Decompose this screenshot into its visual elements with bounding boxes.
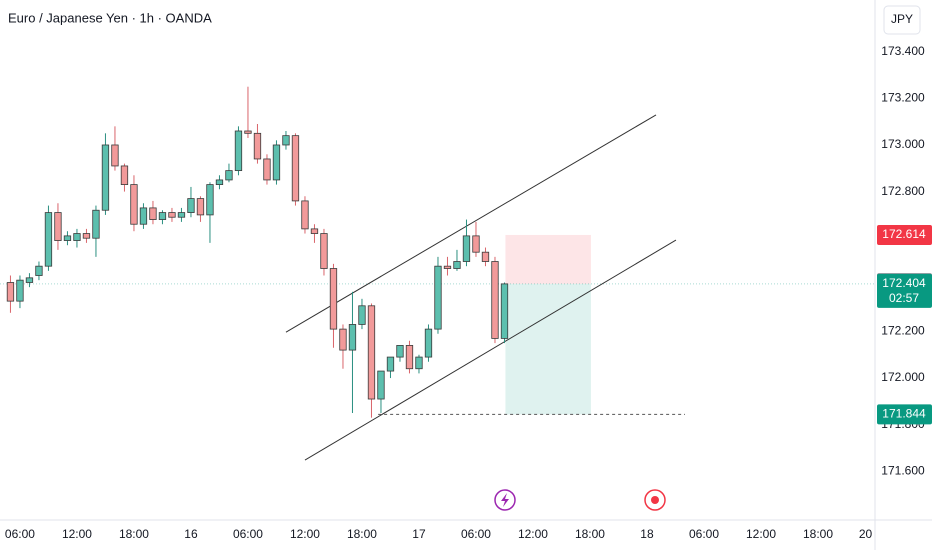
candle-body: [386, 356, 395, 372]
candle-body: [272, 144, 281, 181]
candle-body: [453, 261, 461, 269]
x-tick-label: 06:00: [689, 527, 719, 541]
x-tick-label: 12:00: [518, 527, 548, 541]
candle-body: [44, 212, 53, 267]
candle-body: [367, 305, 376, 400]
candle-body: [491, 261, 499, 339]
x-tick-label: 12:00: [746, 527, 776, 541]
candle-body: [130, 184, 138, 225]
candle-body: [82, 233, 91, 239]
candle-body: [16, 279, 24, 302]
candle-body: [320, 233, 328, 269]
candle-body: [434, 265, 442, 330]
candle-body: [405, 345, 414, 370]
y-tick-label: 173.400: [881, 44, 925, 58]
candle-body: [92, 209, 100, 239]
candle-body: [120, 165, 129, 185]
x-tick-label: 18:00: [575, 527, 605, 541]
candle-body: [358, 305, 366, 325]
countdown-label: 02:57: [889, 291, 919, 305]
candle-body: [415, 356, 423, 370]
currency-button[interactable]: [883, 5, 921, 35]
candle-body: [282, 135, 290, 146]
candle-body: [396, 345, 404, 358]
candle-body: [225, 170, 233, 181]
candle-body: [168, 212, 176, 218]
y-tick-label: 172.200: [881, 324, 925, 338]
candle-body: [481, 251, 490, 262]
trend-line: [304, 239, 677, 461]
candle-body: [25, 277, 34, 283]
candle-body: [35, 265, 43, 276]
candle-body: [234, 130, 243, 172]
x-tick-label: 06:00: [461, 527, 491, 541]
price-tag-label: 171.844: [882, 407, 926, 421]
y-tick-label: 171.600: [881, 463, 925, 477]
lightning-icon: [501, 493, 509, 507]
candle-body: [253, 132, 262, 160]
candle-body: [111, 144, 119, 167]
candle-body: [472, 235, 480, 253]
candle-body: [139, 207, 148, 225]
candle-body: [206, 184, 214, 216]
y-tick-label: 173.200: [881, 91, 925, 105]
target-zone: [505, 283, 591, 415]
candle-body: [101, 144, 110, 211]
candle-body: [500, 283, 509, 339]
x-tick-label: 16: [184, 527, 198, 541]
candle-body: [244, 130, 252, 134]
x-tick-label: 06:00: [233, 527, 263, 541]
x-tick-label: 18: [640, 527, 654, 541]
candle-body: [73, 233, 81, 241]
x-tick-label: 17: [412, 527, 426, 541]
chart-title: Euro / Japanese Yen · 1h · OANDA: [8, 10, 212, 25]
x-tick-label: 18:00: [803, 527, 833, 541]
x-tick-label: 18:00: [347, 527, 377, 541]
x-tick-label: 06:00: [5, 527, 35, 541]
currency-label: JPY: [891, 12, 913, 26]
candle-body: [149, 207, 157, 220]
candle-body: [329, 268, 338, 330]
candle-body: [424, 328, 433, 358]
candle-body: [6, 282, 15, 302]
trend-line: [285, 114, 657, 333]
y-tick-label: 172.800: [881, 184, 925, 198]
candle-body: [177, 212, 186, 218]
x-tick-label: 18:00: [119, 527, 149, 541]
y-tick-label: 172.000: [881, 370, 925, 384]
candle-body: [54, 212, 62, 241]
candle-body: [443, 265, 452, 269]
candle-body: [196, 198, 205, 216]
price-tag-label: 172.404: [882, 276, 926, 290]
candle-body: [462, 235, 471, 262]
event-icons: [494, 489, 666, 511]
candle-body: [348, 324, 357, 351]
y-tick-label: 173.000: [881, 137, 925, 151]
price-tag-label: 172.614: [882, 227, 926, 241]
price-tag: [877, 273, 932, 308]
candle-body: [291, 135, 300, 202]
price-tag: [877, 404, 932, 425]
dot-icon: [651, 496, 659, 504]
x-tick-label: 12:00: [62, 527, 92, 541]
candle-body: [215, 179, 224, 185]
candle-body: [158, 212, 167, 220]
candle-body: [339, 328, 347, 351]
candle-body: [63, 235, 72, 241]
x-tick-label: 12:00: [290, 527, 320, 541]
candle-body: [187, 198, 195, 213]
candle-body: [263, 158, 271, 181]
price-tag: [877, 224, 932, 245]
x-tick-label: 20: [859, 527, 873, 541]
stop-zone: [505, 234, 591, 284]
candle-body: [310, 228, 319, 234]
candle-body: [301, 200, 309, 230]
candle-body: [377, 370, 385, 400]
